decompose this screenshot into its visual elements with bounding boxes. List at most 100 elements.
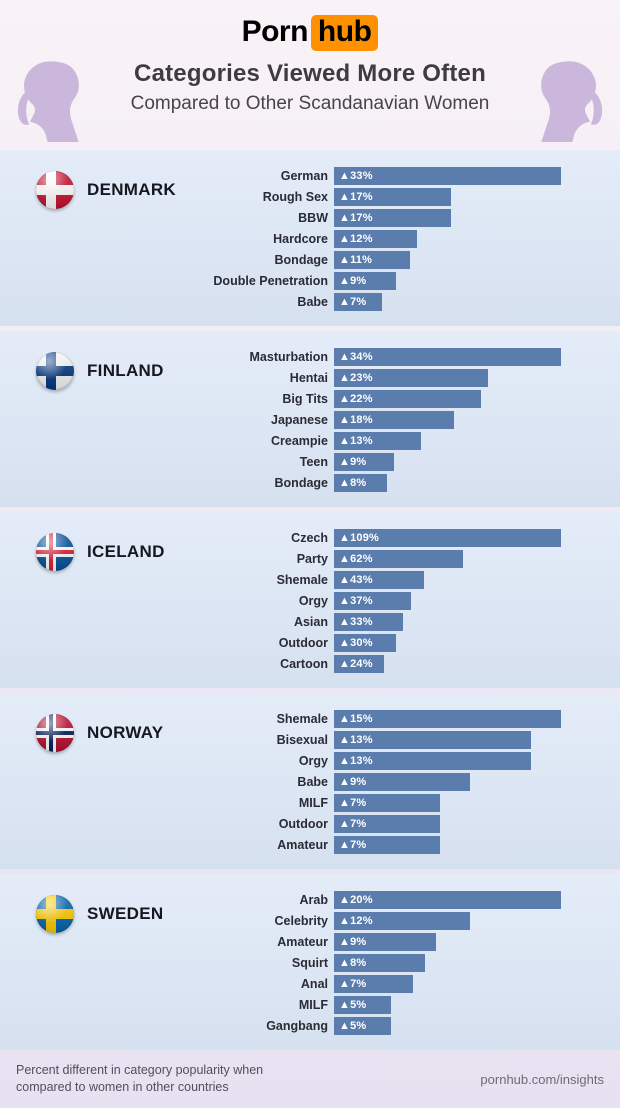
bar-track: ▲9% (334, 271, 561, 290)
flag-icon-norway (36, 714, 74, 752)
category-label: MILF (298, 997, 328, 1012)
category-label: BBW (298, 210, 328, 225)
footer-site-url: pornhub.com/insights (480, 1071, 604, 1087)
category-label: Teen (299, 454, 328, 469)
bar-rows: Arab ▲20% Celebrity ▲12% Amateur ▲9% Squirt ▲8%… (0, 889, 620, 1036)
category-label: Masturbation (249, 349, 328, 364)
bar-row: Amateur ▲9% (0, 931, 620, 952)
category-label: German (280, 168, 328, 183)
footer-note: Percent different in category popularity… (16, 1062, 263, 1096)
bar-value: ▲7% (339, 977, 367, 990)
bar-row: Bondage ▲11% (0, 249, 620, 270)
bar-value: ▲7% (339, 838, 367, 851)
bar-track: ▲8% (334, 473, 561, 492)
bar: ▲13% (334, 730, 531, 749)
logo-text-hub: hub (310, 15, 379, 51)
bar-track: ▲12% (334, 911, 561, 930)
bar-row: Shemale ▲43% (0, 569, 620, 590)
category-label: Asian (293, 614, 328, 629)
bar-track: ▲9% (334, 452, 561, 471)
bar-rows: Czech ▲109% Party ▲62% Shemale ▲43% Orgy ▲37% As… (0, 527, 620, 674)
country-section-denmark: DENMARK German ▲33% Rough Sex ▲17% BBW ▲17% Har… (0, 150, 620, 326)
bar-track: ▲37% (334, 591, 561, 610)
bar-row: Asian ▲33% (0, 611, 620, 632)
bar-row: Shemale ▲15% (0, 708, 620, 729)
country-name: SWEDEN (87, 904, 164, 923)
category-label: Gangbang (266, 1018, 328, 1033)
bar-row: Bisexual ▲13% (0, 729, 620, 750)
bar-track: ▲5% (334, 995, 561, 1014)
bar-track: ▲18% (334, 410, 561, 429)
bar-value: ▲5% (339, 1019, 367, 1032)
category-label: Bondage (274, 475, 328, 490)
bar: ▲9% (334, 932, 437, 951)
country-name: NORWAY (87, 723, 164, 742)
bar-value: ▲18% (339, 413, 373, 426)
flag-gloss (36, 533, 74, 571)
country-name: FINLAND (87, 361, 164, 380)
bar-value: ▲7% (339, 817, 367, 830)
bar: ▲43% (334, 570, 424, 589)
category-label: Anal (300, 976, 328, 991)
bar-track: ▲13% (334, 751, 561, 770)
bar-track: ▲33% (334, 166, 561, 185)
bar-value: ▲17% (339, 211, 373, 224)
bar-track: ▲20% (334, 890, 561, 909)
bar: ▲7% (334, 974, 414, 993)
bar: ▲62% (334, 549, 464, 568)
bar-track: ▲9% (334, 932, 561, 951)
bar-row: Arab ▲20% (0, 889, 620, 910)
category-label: Party (296, 551, 328, 566)
bar-row: Rough Sex ▲17% (0, 186, 620, 207)
bar-track: ▲13% (334, 431, 561, 450)
bar-row: MILF ▲5% (0, 994, 620, 1015)
bar-value: ▲9% (339, 935, 367, 948)
bar-row: Outdoor ▲30% (0, 632, 620, 653)
bar-row: Gangbang ▲5% (0, 1015, 620, 1036)
category-label: Outdoor (278, 635, 328, 650)
bar-row: Czech ▲109% (0, 527, 620, 548)
bar-track: ▲11% (334, 250, 561, 269)
category-label: Double Penetration (213, 273, 328, 288)
category-label: Cartoon (280, 656, 328, 671)
category-label: Squirt (291, 955, 328, 970)
bar-track: ▲22% (334, 389, 561, 408)
category-label: Hardcore (273, 231, 328, 246)
bar-value: ▲43% (339, 573, 373, 586)
female-silhouette-right (541, 61, 603, 142)
bar-value: ▲20% (339, 893, 373, 906)
bar-value: ▲9% (339, 274, 367, 287)
bar-track: ▲7% (334, 814, 561, 833)
bar-row: Hardcore ▲12% (0, 228, 620, 249)
bar-value: ▲37% (339, 594, 373, 607)
bar: ▲7% (334, 793, 440, 812)
bar-row: Teen ▲9% (0, 451, 620, 472)
category-label: Orgy (298, 593, 328, 608)
bar-value: ▲34% (339, 350, 373, 363)
country-sections: DENMARK German ▲33% Rough Sex ▲17% BBW ▲17% Har… (0, 150, 620, 1050)
bar: ▲33% (334, 612, 403, 631)
category-label: Amateur (277, 837, 328, 852)
bar: ▲15% (334, 709, 561, 728)
logo-text-porn: Porn (241, 15, 309, 48)
bar-row: Japanese ▲18% (0, 409, 620, 430)
bar-value: ▲13% (339, 754, 373, 767)
bar-track: ▲109% (334, 528, 561, 547)
footer: Percent different in category popularity… (0, 1050, 620, 1108)
bar: ▲13% (334, 751, 531, 770)
category-label: Orgy (298, 753, 328, 768)
bar: ▲37% (334, 591, 412, 610)
bar-row: Anal ▲7% (0, 973, 620, 994)
bar-track: ▲12% (334, 229, 561, 248)
bar-row: Creampie ▲13% (0, 430, 620, 451)
country-name: ICELAND (87, 542, 165, 561)
bar-track: ▲30% (334, 633, 561, 652)
bar-row: Cartoon ▲24% (0, 653, 620, 674)
bar: ▲12% (334, 229, 417, 248)
flag-gloss (36, 895, 74, 933)
bar-row: Masturbation ▲34% (0, 346, 620, 367)
header: Porn hub Categories Viewed More Often Com… (0, 0, 620, 150)
bar: ▲18% (334, 410, 455, 429)
footer-note-line1: Percent different in category popularity… (16, 1063, 264, 1078)
bar-track: ▲8% (334, 953, 561, 972)
